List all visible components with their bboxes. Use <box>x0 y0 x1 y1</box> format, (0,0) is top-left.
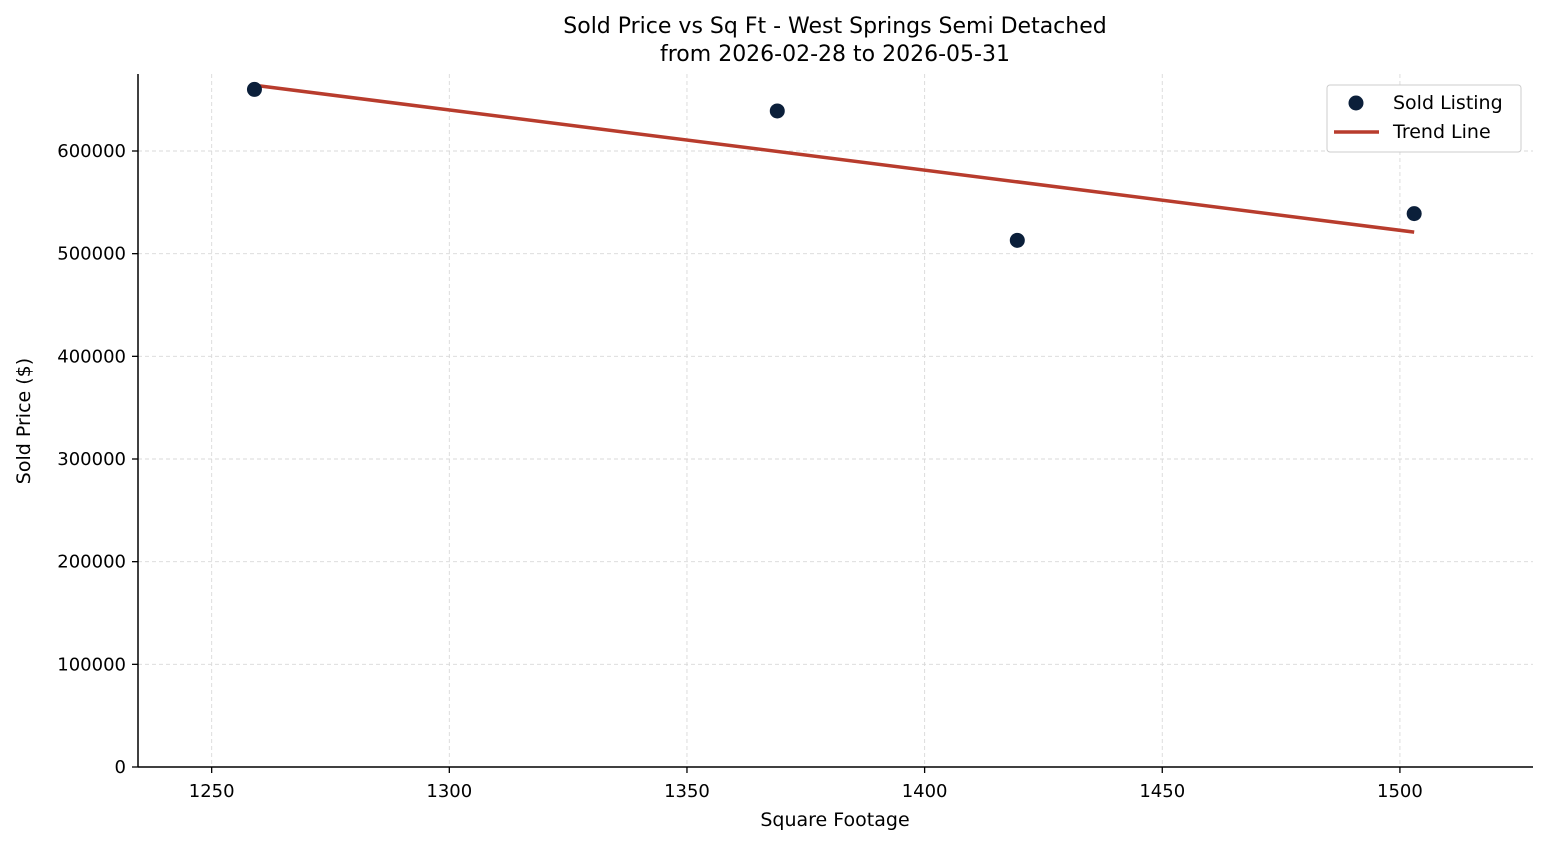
y-tick-label: 300000 <box>57 449 126 470</box>
grid <box>138 74 1533 767</box>
scatter-point <box>769 103 785 119</box>
x-tick-label: 1350 <box>664 781 710 802</box>
legend: Sold Listing Trend Line <box>1326 84 1522 153</box>
scatter-point <box>1009 232 1025 248</box>
y-tick-label: 400000 <box>57 346 126 367</box>
x-tick-label: 1500 <box>1377 781 1423 802</box>
x-tick-label: 1250 <box>189 781 235 802</box>
y-axis-label: Sold Price ($) <box>13 358 35 484</box>
chart-title-line-1: Sold Price vs Sq Ft - West Springs Semi … <box>563 14 1106 39</box>
y-tick-label: 0 <box>115 757 126 778</box>
scatter-point <box>246 81 262 97</box>
legend-label-sold-listing: Sold Listing <box>1393 92 1503 114</box>
ticks: 1250 1300 1350 1400 1450 1500 0 100000 200000 300… <box>57 141 1423 802</box>
y-tick-label: 100000 <box>57 654 126 675</box>
scatter-point <box>1406 206 1422 222</box>
trend-line-series <box>254 83 1415 234</box>
chart-title-line-2: from 2026-02-28 to 2026-05-31 <box>660 42 1010 67</box>
axes <box>137 74 1533 768</box>
x-tick-label: 1400 <box>902 781 948 802</box>
legend-box <box>1326 84 1522 153</box>
legend-label-trend-line: Trend Line <box>1392 121 1491 143</box>
y-tick-label: 200000 <box>57 552 126 573</box>
y-tick-label: 500000 <box>57 244 126 265</box>
scatter-points <box>246 81 1422 248</box>
x-axis-label: Square Footage <box>760 809 909 831</box>
trend-line <box>254 83 1415 234</box>
legend-marker-sold-listing <box>1348 95 1364 111</box>
x-tick-label: 1450 <box>1139 781 1185 802</box>
y-tick-label: 600000 <box>57 141 126 162</box>
x-tick-label: 1300 <box>426 781 472 802</box>
